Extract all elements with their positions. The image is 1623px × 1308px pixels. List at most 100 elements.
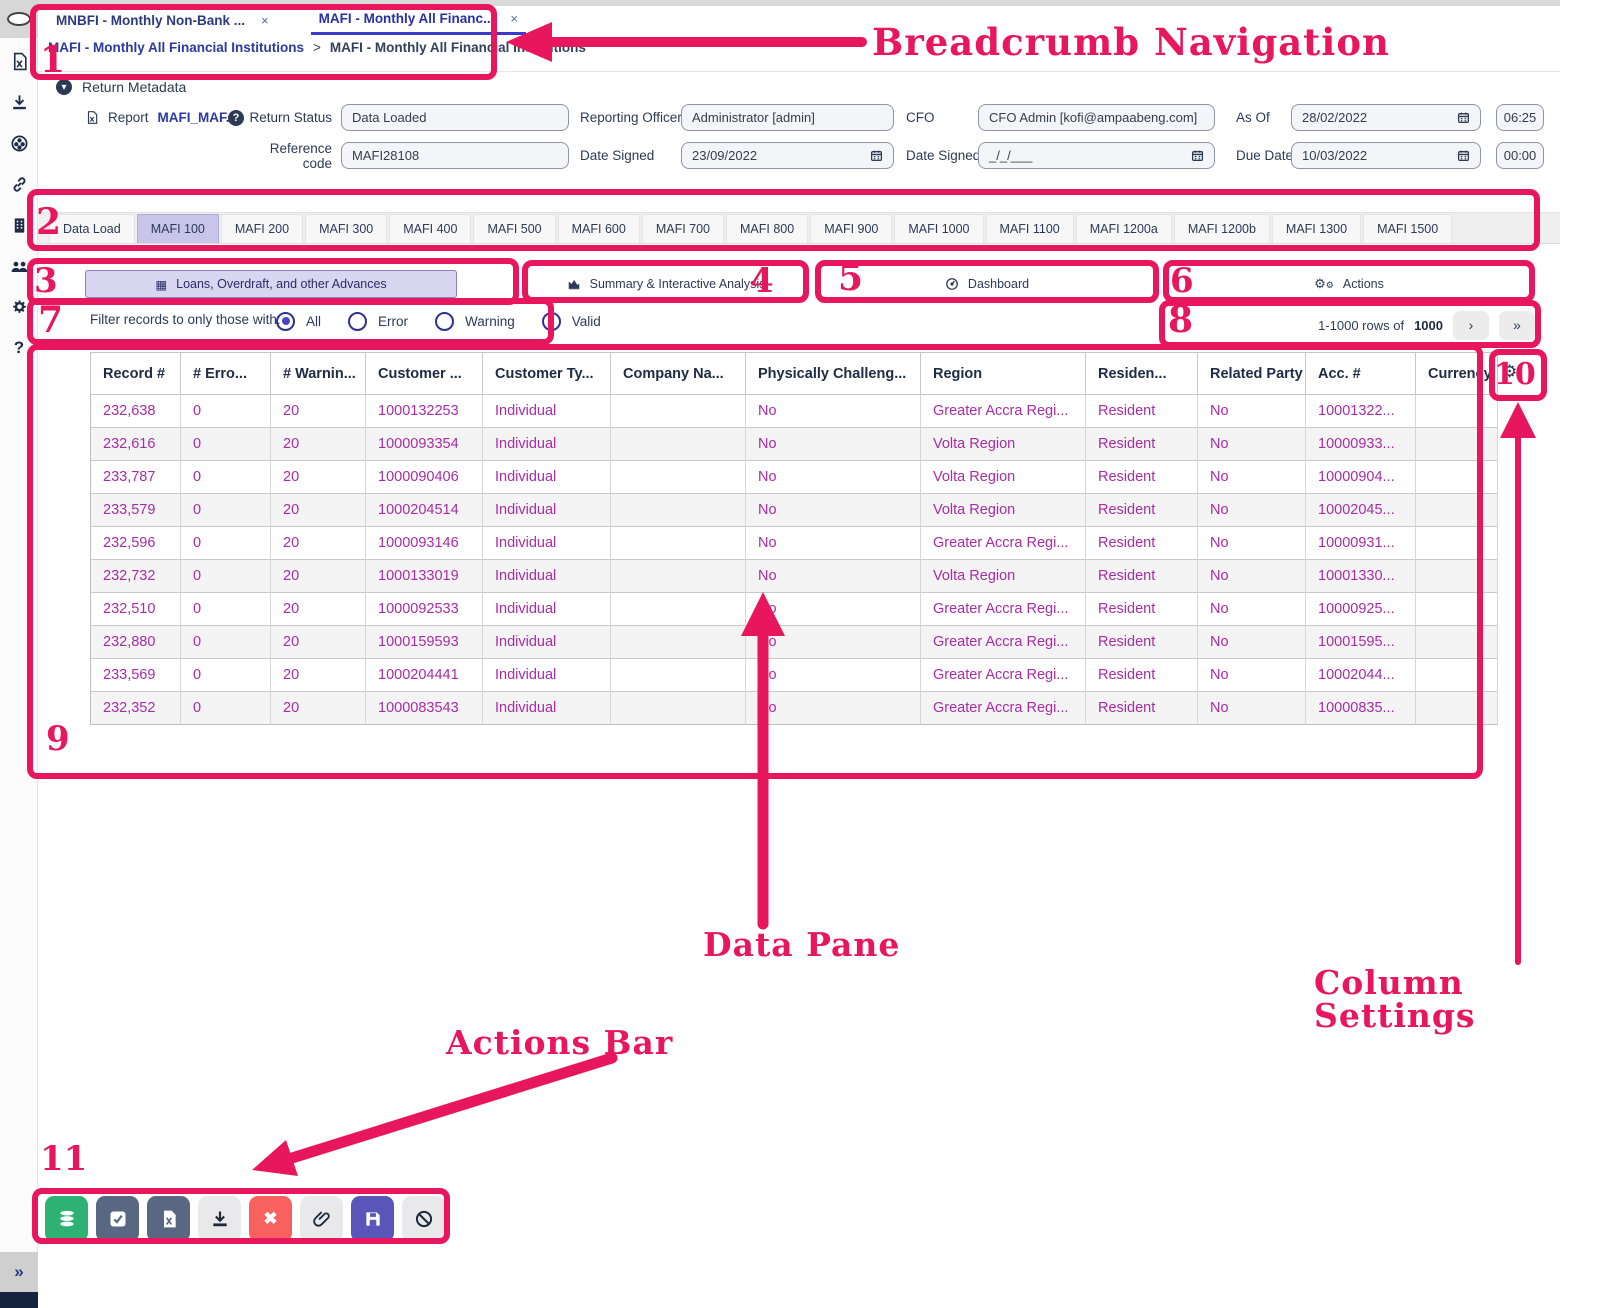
cell-record[interactable]: 232,352 xyxy=(90,691,181,725)
browser-tab[interactable]: MAFI - Monthly All Financ... × xyxy=(310,9,526,35)
table-row[interactable]: 233,569 0 20 1000204441 Individual No Gr… xyxy=(90,658,1498,692)
cell-customer[interactable]: 1000159593 xyxy=(365,625,483,659)
column-settings-gear-icon[interactable]: ⚙ xyxy=(1502,362,1518,381)
dashboard-icon[interactable] xyxy=(0,130,38,156)
date-signed-field[interactable]: 23/09/2022 xyxy=(681,142,894,169)
column-header[interactable]: Related Party xyxy=(1197,352,1306,395)
breadcrumb-link[interactable]: MAFI - Monthly All Financial Institution… xyxy=(48,40,304,55)
calendar-icon[interactable] xyxy=(1457,149,1470,162)
attachment-icon[interactable] xyxy=(300,1196,343,1242)
report-tab[interactable]: MAFI 400 xyxy=(389,214,472,243)
excel-file-icon[interactable] xyxy=(0,48,38,74)
column-header[interactable]: Customer ... xyxy=(365,352,483,395)
calendar-icon[interactable] xyxy=(870,149,883,162)
cell-record[interactable]: 232,596 xyxy=(90,526,181,560)
table-row[interactable]: 233,787 0 20 1000090406 Individual No Vo… xyxy=(90,460,1498,494)
check-square-icon[interactable] xyxy=(96,1196,139,1242)
table-row[interactable]: 232,352 0 20 1000083543 Individual No Gr… xyxy=(90,691,1498,725)
radio-icon[interactable] xyxy=(435,311,455,331)
table-row[interactable]: 232,616 0 20 1000093354 Individual No Vo… xyxy=(90,427,1498,461)
column-header[interactable]: Record # xyxy=(90,352,181,395)
link-icon[interactable] xyxy=(0,171,38,197)
sidebar-expand-button[interactable]: » xyxy=(0,1252,38,1292)
report-tab[interactable]: MAFI 600 xyxy=(557,214,640,243)
cell-record[interactable]: 232,880 xyxy=(90,625,181,659)
cell-customer[interactable]: 1000132253 xyxy=(365,394,483,428)
as-of-time-field[interactable]: 06:25 xyxy=(1496,104,1544,131)
reference-code-field[interactable]: MAFI28108 xyxy=(341,142,569,169)
filter-option[interactable]: Valid xyxy=(541,311,601,331)
filter-option[interactable]: Error xyxy=(348,311,408,331)
close-icon[interactable]: × xyxy=(260,12,269,28)
collapse-icon[interactable]: ▾ xyxy=(56,79,72,95)
report-tab[interactable]: MAFI 200 xyxy=(220,214,304,243)
database-icon[interactable] xyxy=(45,1196,88,1242)
app-logo[interactable] xyxy=(0,0,38,38)
report-tab[interactable]: MAFI 700 xyxy=(641,214,724,243)
reporting-officer-field[interactable]: Administrator [admin] xyxy=(681,104,894,131)
subtab-loans[interactable]: ▦ Loans, Overdraft, and other Advances xyxy=(85,270,457,298)
cfo-date-signed-field[interactable]: _/_/___ xyxy=(978,142,1215,169)
report-tab[interactable]: MAFI 500 xyxy=(473,214,556,243)
column-header[interactable]: Residen... xyxy=(1085,352,1198,395)
delete-icon[interactable]: ✖ xyxy=(249,1196,292,1242)
cell-customer[interactable]: 1000093146 xyxy=(365,526,483,560)
report-tab[interactable]: MAFI 800 xyxy=(726,214,809,243)
help-icon[interactable]: ? xyxy=(13,338,25,357)
radio-icon[interactable] xyxy=(276,311,295,331)
report-tab[interactable]: MAFI 100 xyxy=(136,214,219,243)
users-icon[interactable] xyxy=(0,253,38,279)
cfo-field[interactable]: CFO Admin [kofi@ampaabeng.com] xyxy=(978,104,1215,131)
table-row[interactable]: 232,638 0 20 1000132253 Individual No Gr… xyxy=(90,394,1498,428)
filter-option[interactable]: Warning xyxy=(435,311,515,331)
cell-record[interactable]: 233,569 xyxy=(90,658,181,692)
cell-customer[interactable]: 1000204514 xyxy=(365,493,483,527)
calendar-icon[interactable] xyxy=(1191,149,1204,162)
last-page-button[interactable]: » xyxy=(1499,310,1535,340)
help-circle-icon[interactable]: ? xyxy=(228,110,244,126)
ban-icon[interactable] xyxy=(402,1196,445,1242)
as-of-date-field[interactable]: 28/02/2022 xyxy=(1291,104,1481,131)
return-status-field[interactable]: Data Loaded xyxy=(341,104,569,131)
cell-record[interactable]: 233,787 xyxy=(90,460,181,494)
report-link[interactable]: MAFI_MAF... xyxy=(157,110,238,125)
due-time-field[interactable]: 00:00 xyxy=(1496,142,1544,169)
column-header[interactable]: Company Na... xyxy=(610,352,746,395)
next-page-button[interactable]: › xyxy=(1453,310,1489,340)
table-row[interactable]: 232,732 0 20 1000133019 Individual No Vo… xyxy=(90,559,1498,593)
cell-customer[interactable]: 1000083543 xyxy=(365,691,483,725)
column-header[interactable]: Currency xyxy=(1415,352,1498,395)
report-tab[interactable]: MAFI 1300 xyxy=(1271,214,1362,243)
radio-icon[interactable] xyxy=(348,311,368,331)
table-row[interactable]: 233,579 0 20 1000204514 Individual No Vo… xyxy=(90,493,1498,527)
cell-customer[interactable]: 1000204441 xyxy=(365,658,483,692)
cell-record[interactable]: 233,579 xyxy=(90,493,181,527)
subtab-summary[interactable]: Summary & Interactive Analysis xyxy=(530,270,802,298)
column-header[interactable]: Acc. # xyxy=(1305,352,1416,395)
filter-option[interactable]: All xyxy=(276,311,321,331)
report-tab[interactable]: MAFI 1200a xyxy=(1075,214,1172,243)
subtab-actions[interactable]: ⚙⚙ Actions xyxy=(1170,270,1528,298)
table-row[interactable]: 232,510 0 20 1000092533 Individual No Gr… xyxy=(90,592,1498,626)
download-icon[interactable] xyxy=(198,1196,241,1242)
column-header[interactable]: Customer Ty... xyxy=(482,352,611,395)
report-tab[interactable]: MAFI 1200b xyxy=(1173,214,1270,243)
table-row[interactable]: 232,596 0 20 1000093146 Individual No Gr… xyxy=(90,526,1498,560)
table-row[interactable]: 232,880 0 20 1000159593 Individual No Gr… xyxy=(90,625,1498,659)
building-icon[interactable] xyxy=(0,212,38,238)
cell-customer[interactable]: 1000093354 xyxy=(365,427,483,461)
cell-record[interactable]: 232,510 xyxy=(90,592,181,626)
browser-tab[interactable]: MNBFI - Monthly Non-Bank ... × xyxy=(48,9,277,35)
report-tab[interactable]: MAFI 1000 xyxy=(894,214,984,243)
cell-record[interactable]: 232,638 xyxy=(90,394,181,428)
report-tab[interactable]: MAFI 900 xyxy=(810,214,893,243)
save-icon[interactable] xyxy=(351,1196,394,1242)
report-tab[interactable]: MAFI 300 xyxy=(305,214,388,243)
column-header[interactable]: Physically Challeng... xyxy=(745,352,921,395)
close-icon[interactable]: × xyxy=(510,11,518,26)
due-date-field[interactable]: 10/03/2022 xyxy=(1291,142,1481,169)
cell-record[interactable]: 232,616 xyxy=(90,427,181,461)
cell-record[interactable]: 232,732 xyxy=(90,559,181,593)
cell-customer[interactable]: 1000090406 xyxy=(365,460,483,494)
report-tab[interactable]: Data Load xyxy=(49,214,135,243)
